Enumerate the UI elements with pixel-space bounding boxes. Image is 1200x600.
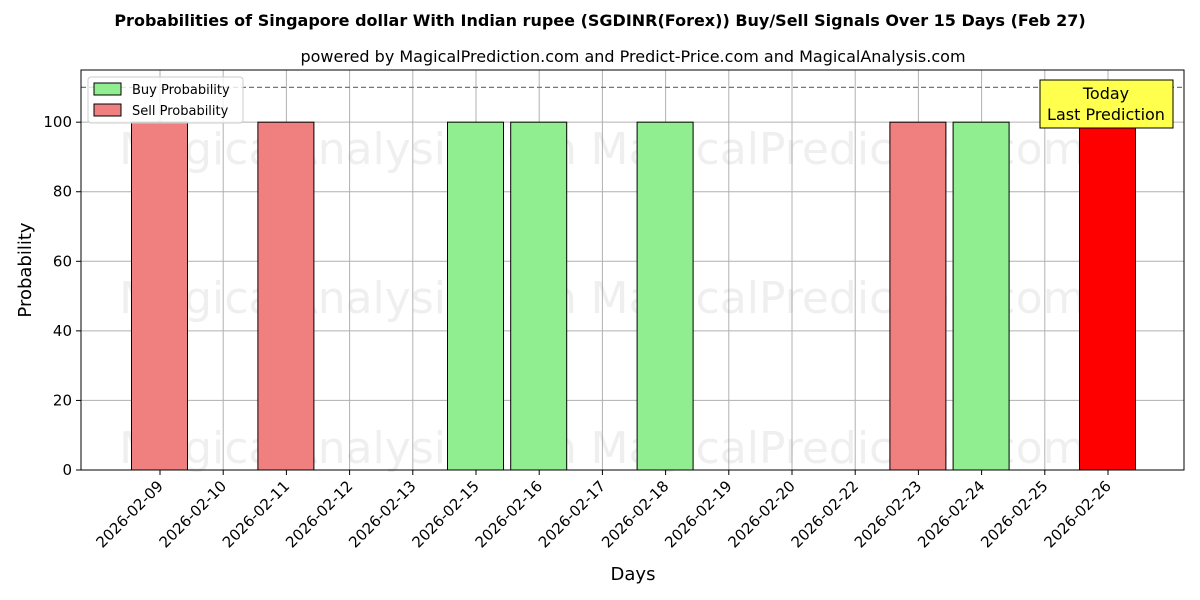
x-axis: 2026-02-092026-02-102026-02-112026-02-12… <box>92 470 1115 551</box>
y-tick-label: 20 <box>53 391 72 409</box>
x-tick-label: 2026-02-18 <box>598 477 672 551</box>
x-tick-label: 2026-02-25 <box>977 477 1051 551</box>
x-tick-label: 2026-02-12 <box>282 477 356 551</box>
x-tick-label: 2026-02-20 <box>724 477 798 551</box>
buy-bar-2026-02-16 <box>510 121 568 471</box>
x-tick-label: 2026-02-19 <box>661 477 735 551</box>
legend-box <box>87 76 244 124</box>
buy-bar-2026-02-24 <box>952 121 1010 471</box>
x-tick-label: 2026-02-09 <box>92 477 166 551</box>
legend-swatch-sell <box>93 103 122 117</box>
sell-bar-2026-02-26 <box>1079 121 1136 471</box>
x-tick-label: 2026-02-24 <box>914 477 988 551</box>
y-axis: 0 20 40 60 80 100 <box>43 113 81 479</box>
sell-bar-2026-02-11 <box>257 121 315 471</box>
y-tick-label: 0 <box>62 461 72 479</box>
x-tick-label: 2026-02-16 <box>472 477 546 551</box>
annotation-line-2: Last Prediction <box>1047 105 1165 124</box>
today-annotation: Today Last Prediction <box>1039 79 1174 129</box>
y-tick-label: 60 <box>53 252 72 270</box>
x-tick-label: 2026-02-10 <box>156 477 230 551</box>
annotation-line-1: Today <box>1082 84 1129 103</box>
x-tick-label: 2026-02-13 <box>345 477 419 551</box>
legend-swatch-buy <box>93 82 122 96</box>
chart-subtitle: powered by MagicalPrediction.com and Pre… <box>300 47 965 66</box>
buy-bar-2026-02-18 <box>636 121 694 471</box>
x-tick-label: 2026-02-17 <box>535 477 609 551</box>
legend-label-sell: Sell Probability <box>132 104 229 119</box>
x-tick-label: 2026-02-22 <box>788 477 862 551</box>
legend: Buy Probability Sell Probability <box>87 76 244 124</box>
chart-title: Probabilities of Singapore dollar With I… <box>114 11 1085 30</box>
y-axis-label: Probability <box>15 222 36 317</box>
sell-bar-2026-02-09 <box>131 121 188 471</box>
plot-frame <box>80 69 1185 471</box>
x-tick-label: 2026-02-11 <box>219 477 293 551</box>
x-tick-label: 2026-02-23 <box>851 477 925 551</box>
y-tick-label: 40 <box>53 322 72 340</box>
x-tick-label: 2026-02-26 <box>1040 477 1114 551</box>
y-tick-label: 80 <box>53 183 72 201</box>
sell-bar-2026-02-23 <box>889 121 947 471</box>
y-tick-label: 100 <box>43 113 72 131</box>
annotation-box <box>1039 79 1174 129</box>
x-tick-label: 2026-02-15 <box>408 477 482 551</box>
legend-label-buy: Buy Probability <box>132 83 230 98</box>
buy-bar-2026-02-15 <box>447 121 504 471</box>
x-axis-label: Days <box>611 564 656 585</box>
